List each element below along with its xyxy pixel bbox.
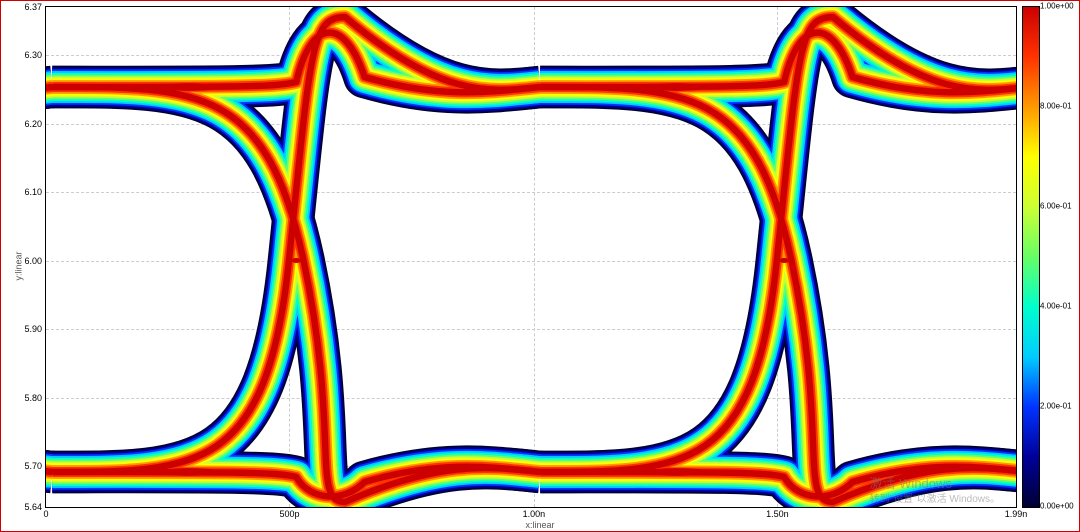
x-tick-label: 1.00n [523,509,546,519]
x-tick-label: 1.99n [1005,509,1028,519]
y-tick-label: 6.37 [24,2,42,12]
colorbar [1022,6,1040,508]
colorbar-tick-label: 8.00e-01 [1040,102,1072,111]
colorbar-area: 1.00e+008.00e-016.00e-014.00e-012.00e-01… [1022,6,1072,506]
colorbar-tick-label: 4.00e-01 [1040,302,1072,311]
eye-diagram-heatmap [46,7,1016,507]
colorbar-tick-label: 1.00e+00 [1040,2,1074,11]
y-axis-label: y:linear [14,251,24,280]
y-tick-label: 5.64 [24,502,42,512]
x-tick-label: 500p [279,509,299,519]
colorbar-tick-label: 6.00e-01 [1040,202,1072,211]
y-tick-label: 6.00 [24,256,42,266]
colorbar-tick-label: 2.00e-01 [1040,402,1072,411]
y-tick-label: 6.30 [24,50,42,60]
y-tick-label: 5.90 [24,324,42,334]
y-tick-label: 6.10 [24,187,42,197]
y-tick-label: 5.80 [24,393,42,403]
plot-area[interactable]: 0500p1.00n1.50n1.99n5.645.705.805.906.00… [45,6,1017,508]
y-tick-label: 5.70 [24,461,42,471]
x-axis-label: x:linear [0,520,1080,530]
x-tick-label: 0 [43,509,48,519]
y-tick-label: 6.20 [24,119,42,129]
x-tick-label: 1.50n [766,509,789,519]
colorbar-tick-label: 0.00e+00 [1040,502,1074,511]
